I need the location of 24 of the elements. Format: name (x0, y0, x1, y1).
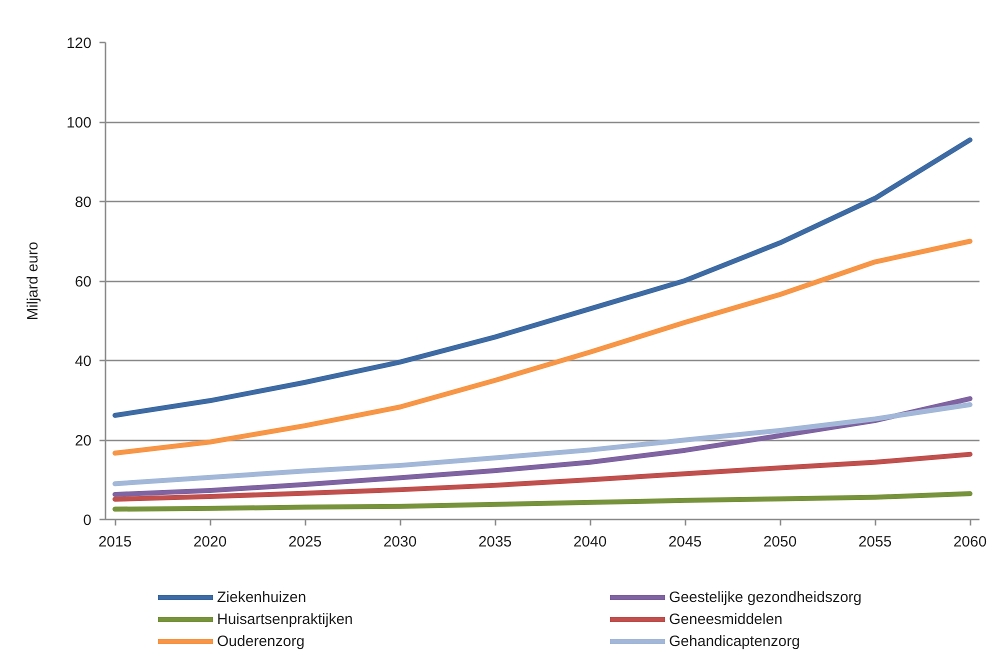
y-tick-label: 0 (83, 512, 92, 529)
x-tick-label: 2055 (858, 534, 892, 550)
x-tick-label: 2060 (953, 534, 987, 550)
legend-label: Huisartsenpraktijken (217, 610, 354, 628)
x-tick-label: 2025 (288, 534, 322, 550)
y-tick-label: 120 (66, 35, 92, 52)
y-tick-label: 80 (74, 194, 92, 211)
x-tick-label: 2035 (478, 534, 512, 550)
y-tick-label: 60 (74, 274, 92, 290)
x-tick-label: 2050 (763, 534, 797, 550)
x-tick-label: 2040 (573, 534, 607, 550)
legend-label: Ziekenhuizen (217, 588, 308, 606)
x-tick-label: 2030 (383, 534, 417, 550)
x-tick-label: 2020 (193, 534, 227, 550)
y-tick-label: 100 (66, 114, 92, 132)
y-tick-label: 20 (74, 432, 92, 450)
x-tick-label: 2015 (98, 534, 132, 550)
legend-label: Gehandicaptenzorg (669, 632, 801, 650)
y-axis-title: Miljard euro (24, 242, 42, 320)
legend-label: Ouderenzorg (217, 632, 306, 650)
y-tick-label: 40 (74, 353, 92, 370)
legend-label: Geestelijke gezondheidszorg (669, 588, 863, 606)
legend-label: Geneesmiddelen (669, 610, 784, 628)
x-tick-label: 2045 (668, 534, 702, 550)
